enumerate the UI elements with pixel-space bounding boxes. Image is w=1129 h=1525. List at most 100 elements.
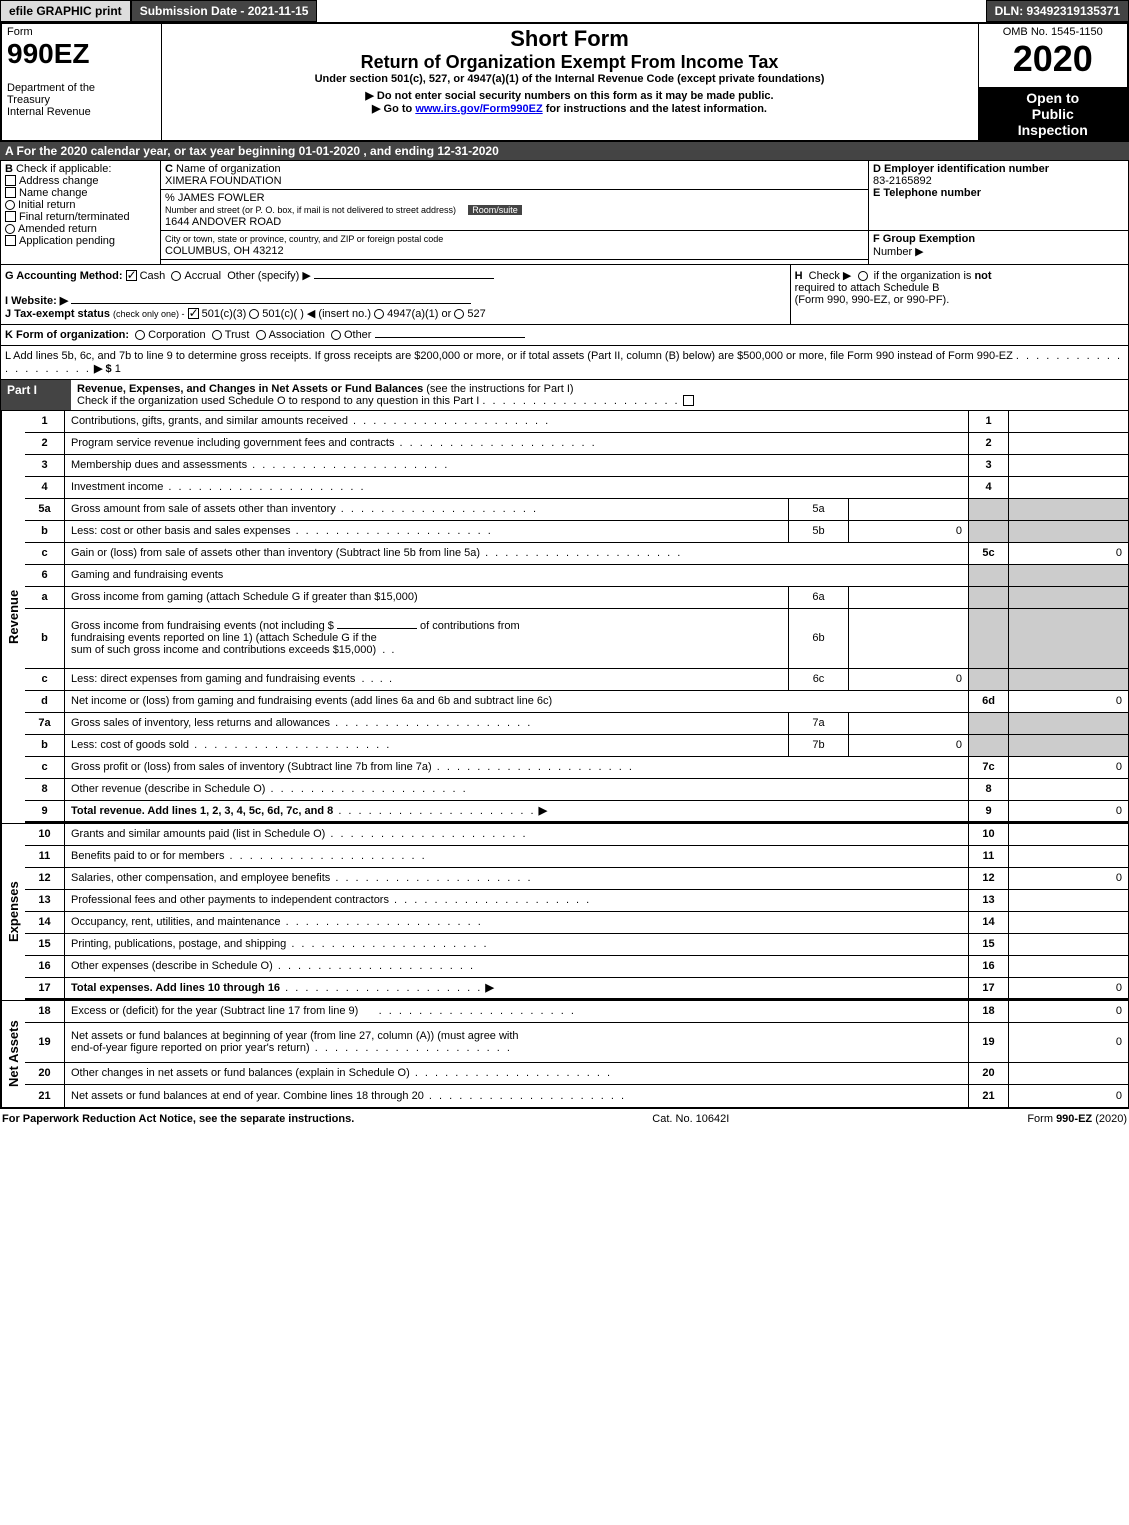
irs-link[interactable]: www.irs.gov/Form990EZ (415, 103, 542, 115)
line-11-desc: Benefits paid to or for members (65, 848, 968, 864)
dln-label: DLN: 93492319135371 (986, 0, 1129, 22)
h-radio[interactable] (858, 271, 868, 281)
footer-right: Form 990-EZ (2020) (1027, 1113, 1127, 1125)
assoc-radio[interactable] (256, 330, 266, 340)
line-5a: 5a Gross amount from sale of assets othe… (25, 499, 1128, 521)
org-name-cell: C Name of organization XIMERA FOUNDATION (161, 160, 869, 189)
line-13-desc: Professional fees and other payments to … (65, 892, 968, 908)
revenue-body: 1 Contributions, gifts, grants, and simi… (25, 411, 1128, 823)
other-org-input[interactable] (375, 337, 525, 338)
line-5b-code-shaded (968, 521, 1008, 542)
line-3-code: 3 (968, 455, 1008, 476)
initial-return-radio[interactable] (5, 200, 15, 210)
501c-radio[interactable] (249, 309, 259, 319)
line-6b-amt-shaded (1008, 609, 1128, 668)
501c3-checkbox[interactable] (188, 308, 199, 319)
line-12-text: Salaries, other compensation, and employ… (71, 872, 330, 884)
line-15-dots (286, 938, 488, 950)
line-4: 4 Investment income 4 (25, 477, 1128, 499)
line-6a-sub: 6a (788, 587, 848, 608)
line-11-text: Benefits paid to or for members (71, 850, 224, 862)
line-k-cell: K Form of organization: Corporation Trus… (1, 324, 1129, 345)
part1-schedule-o-checkbox[interactable] (683, 395, 694, 406)
line-17-desc: Total expenses. Add lines 10 through 16 … (65, 979, 968, 996)
line-16-num: 16 (25, 956, 65, 977)
line-a-tax-year: A For the 2020 calendar year, or tax yea… (0, 142, 1129, 160)
trust-radio[interactable] (212, 330, 222, 340)
other-org-radio[interactable] (331, 330, 341, 340)
open-public-badge: Open to Public Inspection (978, 87, 1128, 141)
address-change-checkbox[interactable] (5, 175, 16, 186)
line-6c-subval: 0 (848, 669, 968, 690)
name-change-checkbox[interactable] (5, 187, 16, 198)
tax-year: 2020 (984, 38, 1123, 80)
line-11: 11 Benefits paid to or for members 11 (25, 846, 1128, 868)
line-8-text: Other revenue (describe in Schedule O) (71, 783, 265, 795)
line-7b-dots (189, 739, 391, 751)
application-pending-checkbox[interactable] (5, 235, 16, 246)
other-specify-label: Other (specify) ▶ (227, 270, 311, 282)
cash-checkbox[interactable] (126, 270, 137, 281)
line-7c-num: c (25, 757, 65, 778)
line-6c-sub: 6c (788, 669, 848, 690)
line-6-num: 6 (25, 565, 65, 586)
line-5b-amt-shaded (1008, 521, 1128, 542)
line-7c-code: 7c (968, 757, 1008, 778)
line-9-text: Total revenue. Add lines 1, 2, 3, 4, 5c,… (71, 805, 333, 817)
line-19-code: 19 (968, 1023, 1008, 1062)
line-3-dots (247, 459, 449, 471)
line-5a-num: 5a (25, 499, 65, 520)
line-6b: b Gross income from fundraising events (… (25, 609, 1128, 669)
line-20-num: 20 (25, 1063, 65, 1084)
other-specify-input[interactable] (314, 278, 494, 279)
line-5c-amt: 0 (1008, 543, 1128, 564)
street-cell: % JAMES FOWLER Number and street (or P. … (161, 189, 869, 230)
line-19: 19 Net assets or fund balances at beginn… (25, 1023, 1128, 1063)
amended-return-radio[interactable] (5, 224, 15, 234)
line-15-num: 15 (25, 934, 65, 955)
line-13-code: 13 (968, 890, 1008, 911)
website-input[interactable] (71, 303, 471, 304)
dept-line1: Department of the (7, 82, 156, 94)
line-9-desc: Total revenue. Add lines 1, 2, 3, 4, 5c,… (65, 802, 968, 819)
line-5c-num: c (25, 543, 65, 564)
goto-post: for instructions and the latest informat… (543, 103, 767, 115)
corp-radio[interactable] (135, 330, 145, 340)
submission-date-button[interactable]: Submission Date - 2021-11-15 (131, 0, 318, 22)
city-label: City or town, state or province, country… (165, 234, 443, 244)
527-radio[interactable] (454, 309, 464, 319)
line-7a-amt-shaded (1008, 713, 1128, 734)
line-18-amt: 0 (1008, 1001, 1128, 1022)
line-18: 18 Excess or (deficit) for the year (Sub… (25, 1001, 1128, 1023)
room-suite-label: Room/suite (468, 205, 522, 215)
line-14-text: Occupancy, rent, utilities, and maintena… (71, 916, 281, 928)
line-7c-desc: Gross profit or (loss) from sales of inv… (65, 759, 968, 775)
line-6b-blank[interactable] (337, 628, 417, 629)
line-21-text: Net assets or fund balances at end of ye… (71, 1090, 424, 1102)
efile-print-button[interactable]: efile GRAPHIC print (0, 0, 131, 22)
line-1-num: 1 (25, 411, 65, 432)
line-3-desc: Membership dues and assessments (65, 457, 968, 473)
line-4-text: Investment income (71, 481, 163, 493)
line-7b-amt-shaded (1008, 735, 1128, 756)
4947-radio[interactable] (374, 309, 384, 319)
line-6d-num: d (25, 691, 65, 712)
ein-value: 83-2165892 (873, 175, 1124, 187)
line-6c-code-shaded (968, 669, 1008, 690)
line-3-text: Membership dues and assessments (71, 459, 247, 471)
line-6a-amt-shaded (1008, 587, 1128, 608)
initial-return-label: Initial return (18, 199, 75, 211)
goto-instructions: ▶ Go to www.irs.gov/Form990EZ for instru… (167, 102, 973, 115)
street-value: 1644 ANDOVER ROAD (165, 216, 281, 228)
line-5a-text: Gross amount from sale of assets other t… (71, 503, 336, 515)
line-5a-desc: Gross amount from sale of assets other t… (65, 501, 788, 517)
accrual-radio[interactable] (171, 271, 181, 281)
line-19-num: 19 (25, 1023, 65, 1062)
trust-label: Trust (225, 329, 250, 341)
line-1-desc: Contributions, gifts, grants, and simila… (65, 413, 968, 429)
final-return-checkbox[interactable] (5, 211, 16, 222)
expenses-vert-label: Expenses (1, 824, 25, 1000)
part1-label: Part I (1, 380, 71, 410)
line-h-cell: H Check ▶ if the organization is not req… (790, 265, 1128, 325)
line-6d-amt: 0 (1008, 691, 1128, 712)
